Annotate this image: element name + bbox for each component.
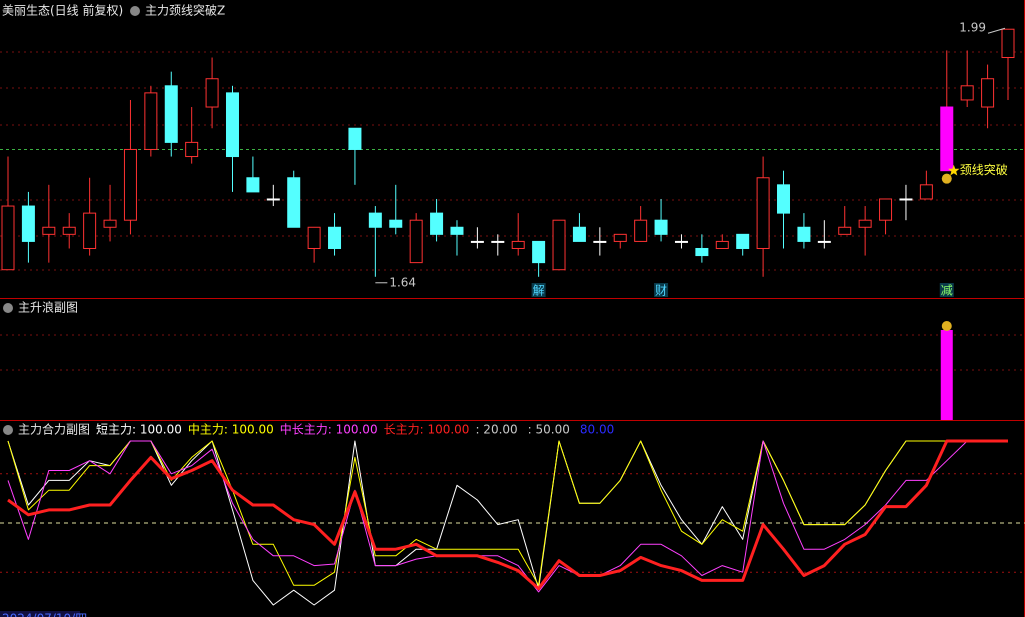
candle-body — [552, 219, 566, 271]
candle-body — [817, 240, 831, 243]
signal-label: 颈线突破 — [960, 162, 1008, 177]
reference-label: : 50.00 — [528, 423, 570, 437]
candle-body — [287, 177, 301, 228]
money-icon — [941, 173, 952, 184]
stock-title: 美丽生态(日线 前复权) — [2, 3, 123, 18]
candle-body — [328, 226, 342, 249]
candle-body — [83, 212, 97, 249]
candle-body — [838, 226, 852, 235]
candle-body — [205, 78, 219, 108]
candle-body — [368, 212, 382, 228]
candle-body — [715, 240, 729, 249]
candle-body — [695, 247, 709, 257]
price-annotation: 1.64 — [389, 275, 416, 289]
date-box — [0, 611, 80, 617]
candle-body — [185, 141, 199, 158]
candle-body — [960, 85, 974, 101]
candle-body — [674, 240, 688, 243]
candle-body — [348, 127, 362, 150]
series-line — [7, 440, 1008, 593]
money-icon — [941, 321, 952, 331]
panel-title: 主升浪副图 — [18, 300, 78, 315]
bar — [940, 330, 953, 420]
price-annotation: 1.99 — [959, 21, 986, 35]
legend-entry: 短主力: 100.00 — [96, 423, 182, 437]
candle-body — [572, 226, 586, 242]
candle-body — [62, 226, 76, 235]
candle-body — [736, 233, 750, 249]
candle-body — [532, 240, 546, 264]
legend-entry: 中长主力: 100.00 — [280, 422, 378, 437]
reference-label: : 20.00 — [475, 423, 517, 437]
legend-entry: 中主力: 100.00 — [188, 422, 274, 437]
marker-label: 财 — [655, 284, 667, 298]
candle-body — [307, 226, 321, 249]
menu-icon[interactable] — [3, 303, 13, 313]
panel-title: 主力合力副图 — [18, 422, 90, 437]
candle-body — [919, 184, 933, 200]
menu-icon[interactable] — [3, 425, 13, 435]
candle-body — [593, 240, 607, 243]
candle-body — [470, 240, 484, 243]
candle-body — [756, 177, 770, 249]
candle-body — [940, 106, 954, 172]
signal-star — [948, 164, 960, 176]
candle-body — [491, 240, 505, 243]
candle-body — [1001, 28, 1015, 59]
marker-box — [531, 283, 546, 297]
indicator-title: 主力颈线突破Z — [145, 3, 225, 18]
candle-body — [797, 226, 811, 242]
candle-body — [21, 205, 35, 242]
candle-body — [1, 205, 15, 271]
candle-body — [144, 92, 158, 150]
candle-body — [430, 212, 444, 235]
candle-body — [225, 92, 239, 158]
candle-body — [42, 226, 56, 235]
candle-body — [654, 219, 668, 235]
candle-body — [164, 85, 178, 143]
candle-body — [266, 198, 280, 201]
marker-box — [654, 283, 669, 297]
candle-body — [981, 78, 995, 108]
marker-label: 减 — [941, 284, 953, 298]
candle-body — [450, 226, 464, 235]
annotation-arrow — [987, 27, 1006, 34]
menu-icon[interactable] — [130, 6, 140, 16]
legend-entry: 长主力: 100.00 — [384, 423, 470, 437]
candle-body — [389, 219, 403, 228]
candle-body — [899, 198, 913, 201]
candle-body — [634, 219, 648, 242]
date-label: 2024/07/10/四 — [2, 612, 87, 617]
marker-box — [939, 283, 954, 297]
candle-body — [103, 219, 117, 228]
candle-body — [777, 184, 791, 214]
candle-body — [613, 233, 627, 242]
candle-body — [879, 198, 893, 221]
candle-body — [123, 148, 137, 221]
reference-label: 80.00 — [580, 423, 614, 437]
marker-label: 解 — [533, 284, 545, 298]
series-line — [7, 439, 1008, 591]
candle-body — [409, 219, 423, 264]
candle-body — [858, 219, 872, 228]
candle-body — [511, 240, 525, 249]
candle-body — [246, 177, 260, 193]
